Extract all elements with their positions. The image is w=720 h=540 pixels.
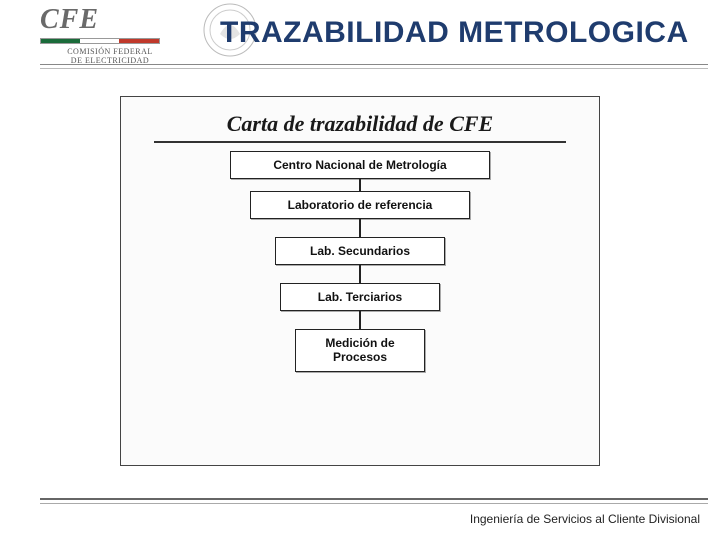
flow-connector <box>359 265 361 283</box>
header: CFE COMISIÓN FEDERALDE ELECTRICIDAD TRAZ… <box>0 0 720 80</box>
flow-connector <box>359 219 361 237</box>
footer-rules <box>40 498 708 504</box>
footer-rule-1 <box>40 498 708 500</box>
slide: CFE CFE COMISIÓN FEDERALDE ELECTRICIDAD … <box>0 0 720 540</box>
page-title: TRAZABILIDAD METROLOGICA <box>220 16 689 50</box>
footer-rule-2 <box>40 503 708 504</box>
flow-node-lab-referencia: Laboratorio de referencia <box>250 191 470 219</box>
flow-connector <box>359 179 361 191</box>
flowchart-container: Carta de trazabilidad de CFE Centro Naci… <box>120 96 600 466</box>
cfe-logo-subtext: COMISIÓN FEDERALDE ELECTRICIDAD <box>40 47 180 65</box>
cfe-logo-text: CFE <box>40 4 180 36</box>
flow-node-medicion-procesos: Medición deProcesos <box>295 329 425 372</box>
footer-text: Ingeniería de Servicios al Cliente Divis… <box>470 512 700 526</box>
flow-node-lab-terciarios: Lab. Terciarios <box>280 283 440 311</box>
cfe-flag-bar-icon <box>40 38 160 44</box>
flow-connector <box>359 311 361 329</box>
flow-node-lab-secundarios: Lab. Secundarios <box>275 237 445 265</box>
flowchart-caption: Carta de trazabilidad de CFE <box>154 111 565 143</box>
title-rule-1 <box>40 64 708 65</box>
flowchart-body: Centro Nacional de Metrología Laboratori… <box>121 143 599 443</box>
flow-node-centro-nacional: Centro Nacional de Metrología <box>230 151 490 179</box>
title-rule-2 <box>40 68 708 69</box>
logo-block: CFE COMISIÓN FEDERALDE ELECTRICIDAD <box>40 4 180 65</box>
